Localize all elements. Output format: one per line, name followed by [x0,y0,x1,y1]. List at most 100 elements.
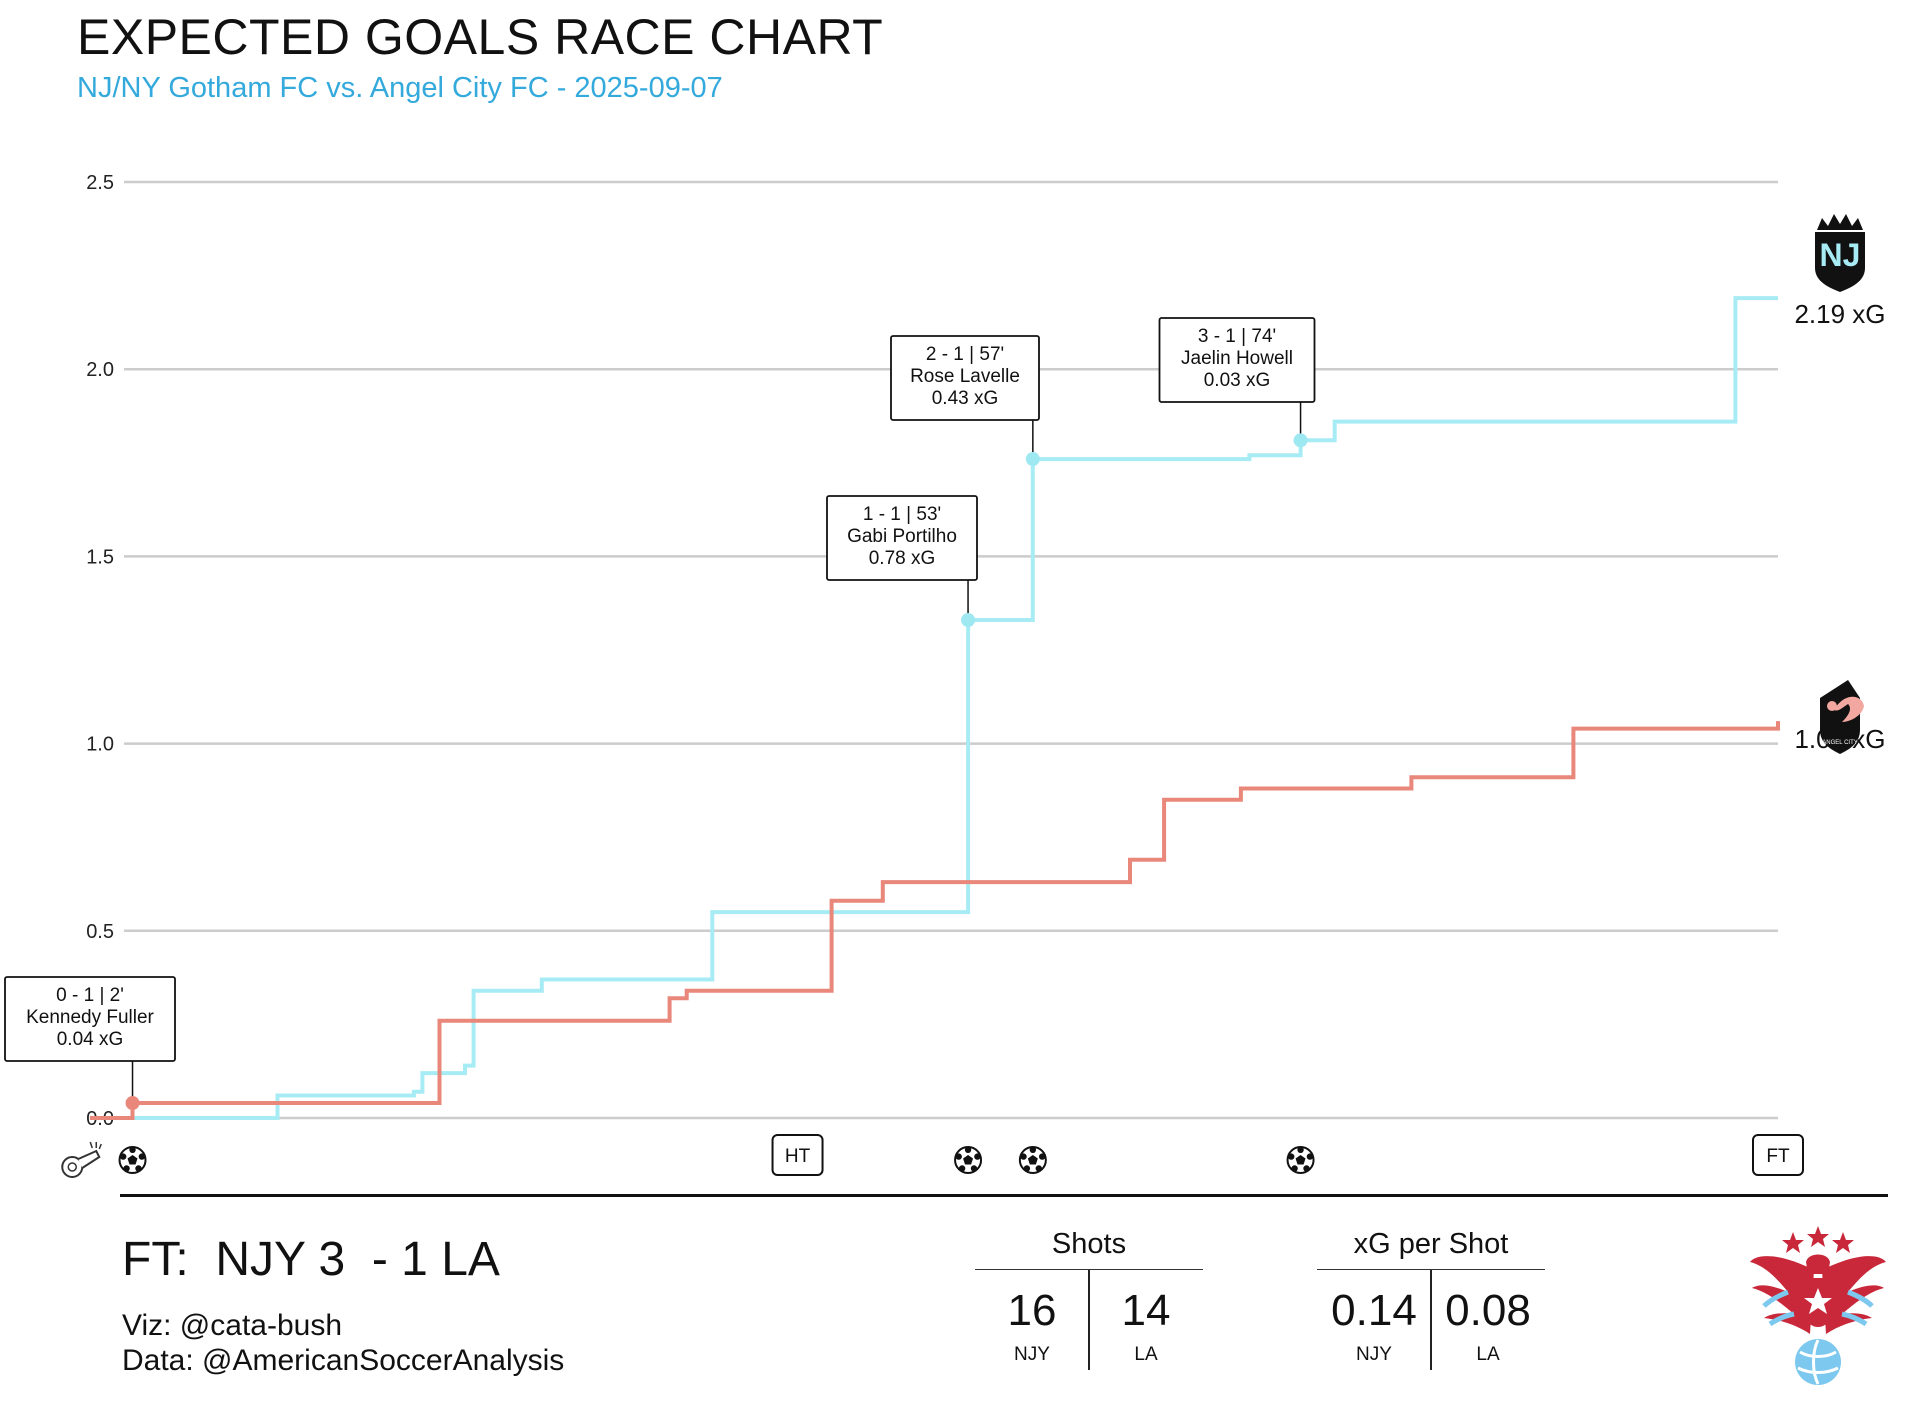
ball-patch [974,1153,981,1160]
ball-patch [1023,1165,1031,1172]
la-crest-text: ANGEL CITY [1822,740,1857,746]
soccer-ball-icon [1286,1146,1315,1174]
y-tick-label: 1.0 [86,734,114,756]
la-head [1827,701,1837,711]
soccer-ball-icon [1018,1146,1047,1174]
xg-per-shot-home-team: NJY [1356,1344,1392,1365]
final-score: FT: NJY 3 - 1 LA [122,1233,500,1286]
whistle-ring [67,1162,78,1172]
la-wing [1834,696,1864,722]
goal-marker [125,1096,140,1111]
whistle-mouth [77,1149,101,1169]
soccer-ball-icon [954,1146,983,1174]
ball-patch [970,1165,978,1172]
ball-patch [1029,1146,1037,1153]
annotation-text: Jaelin Howell [1181,348,1293,369]
ball-patch [138,1153,146,1160]
timeline-box-ht [771,1134,824,1176]
ball-patch [1306,1153,1314,1160]
timeline-label-ht: HT [785,1146,811,1167]
credits: Viz: @cata-bush Data: @AmericanSoccerAna… [122,1308,564,1378]
footer-divider [120,1194,1888,1197]
ball-patch [1020,1153,1027,1160]
annotation-text: 3 - 1 | 74' [1198,326,1276,347]
eagle-crest-icon [1750,1226,1886,1385]
ball-patch [955,1153,962,1160]
annotation-text: 0.43 xG [932,388,999,409]
annotation-text: 0 - 1 | 2' [56,985,124,1006]
viz-credit: Viz: @cata-bush [122,1309,343,1342]
goal-marker [1025,452,1040,467]
xg-per-shot-divider [1430,1270,1432,1370]
ball-patch [964,1146,972,1153]
ball-center-patch [1027,1155,1038,1165]
xg-per-shot-title: xG per Shot [1317,1228,1545,1270]
annotation-box [4,976,176,1062]
njy-crest-icon: NJ [1815,214,1865,292]
annotation-box [826,495,978,581]
chart-title: EXPECTED GOALS RACE CHART [77,9,884,65]
ball-center-patch [127,1155,138,1165]
ball-patch [1288,1153,1295,1160]
chart-subtitle: NJ/NY Gotham FC vs. Angel City FC - 2025… [77,72,723,104]
series-line-njy [124,296,1778,1120]
annotation-box [890,335,1040,421]
xg-per-shot-stat: xG per Shot 0.14 NJY 0.08 LA [1317,1228,1545,1380]
y-tick-label: 2.0 [86,359,114,381]
njy-monogram: NJ [1820,237,1861,273]
annotation-text: Gabi Portilho [847,526,957,547]
y-tick-label: 1.5 [86,546,114,568]
annotation-text: Rose Lavelle [910,366,1020,387]
shots-away-value: 14 [1121,1286,1171,1335]
annotation-text: Kennedy Fuller [26,1007,154,1028]
ball-patch [1035,1165,1042,1172]
njy-crown [1817,214,1863,230]
whistle-icon [61,1141,102,1178]
goal-marker [1293,433,1308,448]
annotation-text: 0.03 xG [1204,370,1271,391]
annotation-text: 1 - 1 | 53' [863,504,941,525]
ball-patch [123,1165,130,1172]
end-label-njy: 2.19 xG [1794,299,1885,329]
ball-patch [1038,1153,1046,1160]
match-timeline: HT FT [61,1134,1804,1178]
ball-center-patch [1295,1155,1306,1165]
ball-patch [119,1153,127,1160]
ball-center-patch [963,1155,974,1165]
xg-per-shot-away-value: 0.08 [1445,1286,1531,1335]
angel-city-crest-icon: ANGEL CITY [1820,680,1864,754]
annotation-text: 0.04 xG [57,1029,124,1050]
shots-divider [1088,1270,1090,1370]
whistle-sound [89,1141,102,1150]
ball-patch [958,1165,966,1172]
njy-shield [1815,232,1865,292]
shots-home-team: NJY [1014,1344,1050,1365]
grid-lines: 0.00.51.01.52.02.5 [86,172,1778,1130]
annotation-text: 0.78 xG [869,548,936,569]
goal-marker [961,613,976,628]
ball-patch [135,1165,142,1172]
annotation-text: 2 - 1 | 57' [926,344,1004,365]
timeline-box-ft [1752,1134,1804,1176]
timeline-label-ft: FT [1766,1146,1790,1167]
series-line-la [89,721,1780,1120]
shots-title: Shots [975,1228,1203,1270]
annotation-box [1158,317,1316,403]
ball-patch [1291,1165,1298,1172]
shots-home-value: 16 [1007,1286,1057,1335]
y-tick-label: 2.5 [86,172,114,194]
data-credit: Data: @AmericanSoccerAnalysis [122,1344,565,1377]
y-tick-label: 0.5 [86,921,114,943]
xg-per-shot-home-value: 0.14 [1331,1286,1417,1335]
ball-patch [1297,1146,1304,1153]
shots-away-team: LA [1134,1344,1158,1365]
xg-per-shot-away-team: LA [1476,1344,1500,1365]
ball-patch [1303,1165,1310,1172]
series-lines [89,296,1780,1120]
soccer-ball-icon [118,1146,147,1174]
shots-stat: Shots 16 NJY 14 LA [975,1228,1203,1380]
ball-patch [129,1146,136,1153]
